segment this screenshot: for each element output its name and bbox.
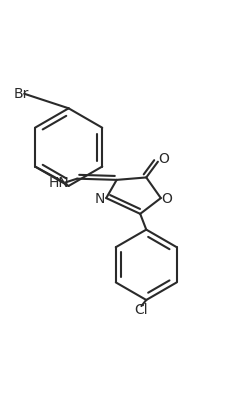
Text: O: O (162, 192, 173, 206)
Text: Cl: Cl (135, 303, 148, 317)
Text: O: O (158, 152, 169, 166)
Text: N: N (95, 192, 105, 206)
Text: Br: Br (14, 87, 30, 101)
Text: HN: HN (49, 176, 69, 190)
